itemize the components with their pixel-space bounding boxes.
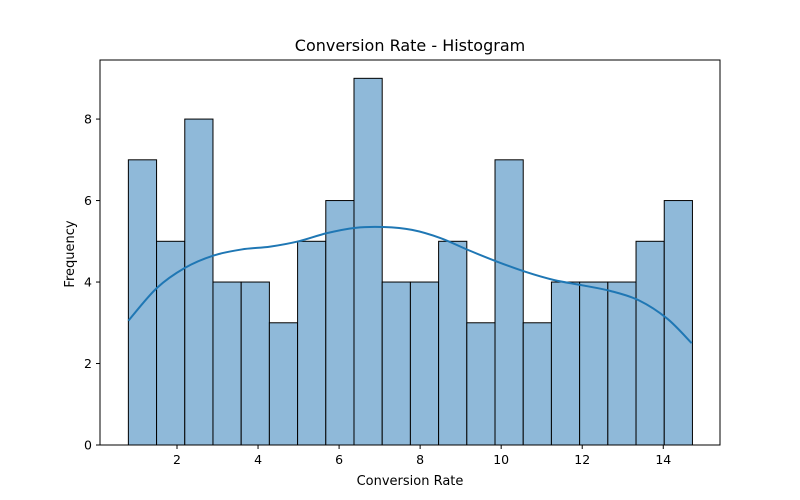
histogram-bar	[663, 200, 693, 446]
histogram-bar	[156, 240, 186, 446]
histogram-bar	[579, 281, 609, 446]
x-tick-label: 8	[416, 452, 424, 467]
x-tick-label: 2	[173, 452, 181, 467]
plot-frame	[99, 59, 721, 446]
x-tick-label: 12	[574, 452, 590, 467]
histogram-bar	[550, 281, 581, 446]
x-tick-label: 14	[655, 452, 671, 467]
x-tick-label: 4	[254, 452, 262, 467]
histogram-bar	[268, 322, 299, 446]
histogram-bar	[635, 240, 665, 446]
x-tick-label: 10	[493, 452, 509, 467]
y-tick-label: 0	[84, 438, 92, 453]
y-tick-label: 6	[84, 193, 92, 208]
histogram-bar	[466, 322, 496, 446]
histogram-bar	[409, 281, 440, 446]
bars-group	[127, 77, 693, 446]
chart-title: Conversion Rate - Histogram	[295, 36, 525, 55]
x-tick-label: 6	[335, 452, 343, 467]
histogram-bar	[494, 159, 524, 446]
y-tick-label: 2	[84, 356, 92, 371]
histogram-bar	[353, 77, 383, 446]
histogram-bar	[297, 240, 327, 446]
histogram-bar	[325, 200, 355, 446]
y-axis-label: Frequency	[63, 220, 78, 287]
y-tick-label: 8	[84, 112, 92, 127]
histogram-bar	[184, 118, 214, 446]
x-axis-ticks: 2 4 6 8 10 12 14	[173, 445, 671, 467]
histogram-bar	[438, 240, 468, 446]
kde-line	[127, 225, 693, 344]
y-axis-ticks: 0 2 4 6 8	[84, 112, 100, 453]
y-tick-label: 4	[84, 275, 92, 290]
histogram-bar	[607, 281, 637, 446]
histogram-bar	[381, 281, 411, 446]
histogram-bar	[212, 281, 242, 446]
histogram-bar	[522, 322, 552, 446]
histogram-bar	[240, 281, 270, 446]
x-axis-label: Conversion Rate	[357, 474, 464, 489]
